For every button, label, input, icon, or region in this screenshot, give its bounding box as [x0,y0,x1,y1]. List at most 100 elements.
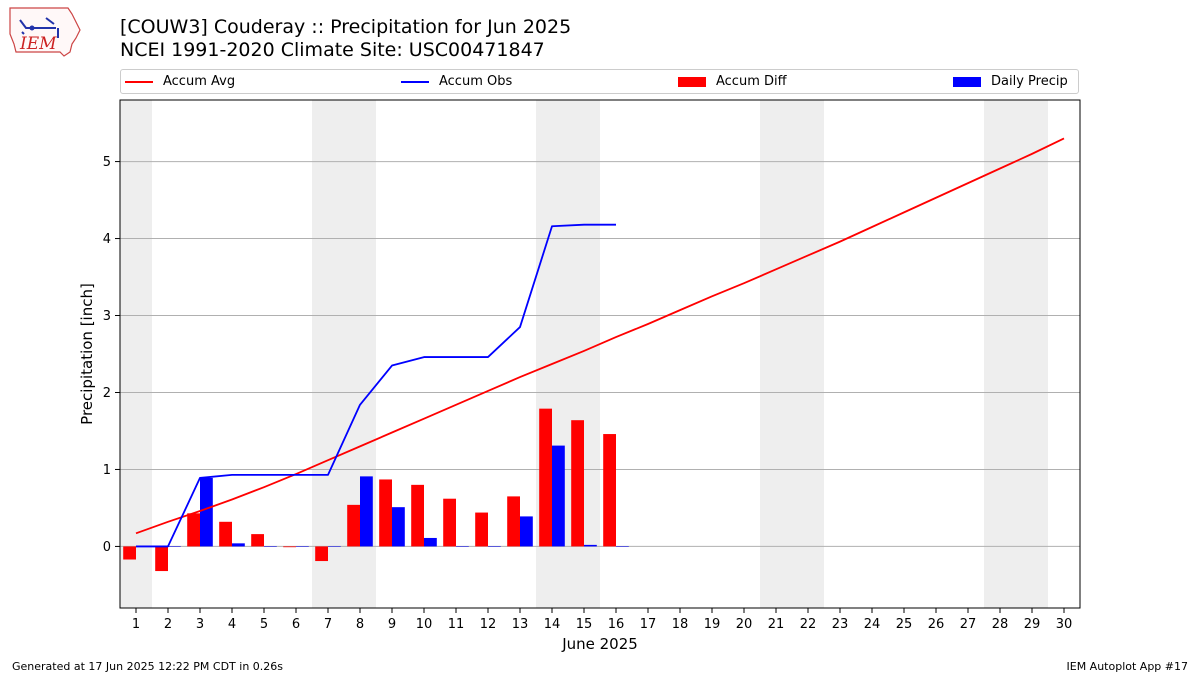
x-tick-label-11: 11 [448,617,465,632]
y-tick-label-5: 5 [103,155,111,170]
legend-label-accum-diff: Accum Diff [716,74,787,89]
x-tick-label-2: 2 [164,617,172,632]
daily-precip-bar-day-16 [616,546,629,547]
accum-avg-line [135,137,1065,535]
legend-item-accum-diff: Accum Diff [678,70,787,93]
accum-diff-bar-day-4 [219,521,232,547]
accum-diff-bar-day-15 [571,420,584,547]
generated-timestamp: Generated at 17 Jun 2025 12:22 PM CDT in… [12,660,284,673]
lines [135,137,1065,548]
legend-label-daily-precip: Daily Precip [991,74,1068,89]
station-dot-icon [29,25,35,31]
daily-precip-bar-day-8 [360,476,373,547]
daily-precip-bar-day-1 [136,546,149,547]
x-tick-label-26: 26 [928,617,945,632]
y-tick-label-1: 1 [103,463,111,478]
accum-diff-bar-day-11 [443,498,456,547]
daily-precip-bar-day-2 [168,546,181,547]
legend-item-accum-obs: Accum Obs [401,70,512,93]
logo-text: IEM [19,34,57,54]
x-tick-label-10: 10 [416,617,433,632]
x-axis-label: June 2025 [561,635,638,653]
accum-diff-bar-day-16 [603,434,616,547]
x-tick-label-8: 8 [356,617,364,632]
daily-precip-bar-day-12 [488,546,501,547]
x-tick-label-28: 28 [992,617,1009,632]
daily-precip-bar-day-10 [424,537,437,547]
accum-diff-bar-day-8 [347,504,360,547]
weekend-band-day-28 [984,100,1016,608]
x-tick-label-23: 23 [832,617,849,632]
accum-diff-bar-day-10 [411,484,424,547]
weather-station-icon [19,17,59,38]
legend-swatch-accum-obs [401,80,429,83]
legend-swatch-accum-diff [678,76,706,87]
x-tick-label-30: 30 [1056,617,1073,632]
x-tick-label-22: 22 [800,617,817,632]
x-tick-label-20: 20 [736,617,753,632]
weekend-band-day-15 [568,100,600,608]
x-tick-label-19: 19 [704,617,721,632]
x-tick-label-18: 18 [672,617,689,632]
weekend-band-day-14 [536,100,568,608]
y-grid [120,161,1080,547]
accum-diff-bar-day-5 [251,534,264,547]
x-tick-label-16: 16 [608,617,625,632]
y-tick-label-3: 3 [103,309,111,324]
x-tick-label-29: 29 [1024,617,1041,632]
y-tick-label-0: 0 [103,540,111,555]
iem-logo: IEM [9,7,81,57]
x-tick-label-17: 17 [640,617,657,632]
x-tick-label-14: 14 [544,617,561,632]
daily-precip-bar-day-13 [520,516,533,547]
weekend-band-day-29 [1016,100,1048,608]
legend-label-accum-avg: Accum Avg [163,74,236,89]
x-tick-label-13: 13 [512,617,529,632]
accum-diff-bar-day-2 [155,546,168,572]
daily-precip-bar-day-15 [584,544,597,547]
x-tick-label-4: 4 [228,617,236,632]
chart-subtitle: NCEI 1991-2020 Climate Site: USC00471847 [120,39,545,61]
legend-item-accum-avg: Accum Avg [125,70,235,93]
weekend-band-day-7 [312,100,344,608]
accum-diff-bar-day-3 [187,513,200,547]
app-credit: IEM Autoplot App #17 [1066,660,1189,673]
x-tick-label-24: 24 [864,617,881,632]
x-tick-label-9: 9 [388,617,396,632]
weekend-shading [120,100,1048,608]
iowa-state-outline-icon [9,7,81,57]
daily-precip-bar-day-4 [232,543,245,547]
daily-precip-bar-day-6 [296,546,309,547]
accum-diff-bar-day-12 [475,512,488,547]
y-tick-label-2: 2 [103,386,111,401]
x-tick-label-7: 7 [324,617,332,632]
daily-precip-bar-day-3 [200,477,213,547]
x-axis-ticks: 1 2 3 4 5 6 7 8 9 10 11 12 13 14 15 16 17 18 19 20 21 22 23 24 2… [132,608,1072,632]
accum-diff-bar-day-9 [379,479,392,547]
daily-precip-bar-day-11 [456,546,469,547]
daily-precip-bar-day-9 [392,507,405,547]
accum-diff-bar-day-7 [315,546,328,562]
y-axis-label: Precipitation [inch] [78,283,96,425]
x-tick-label-25: 25 [896,617,913,632]
accum-diff-bar-day-1 [123,546,136,560]
x-tick-label-3: 3 [196,617,204,632]
chart-title: [COUW3] Couderay :: Precipitation for Ju… [120,16,572,38]
daily-precip-bar-day-5 [264,546,277,547]
legend-item-daily-precip: Daily Precip [953,70,1068,93]
x-tick-label-1: 1 [132,617,140,632]
accum-diff-bar-day-14 [539,408,552,547]
accum-diff-bar-day-6 [283,546,296,548]
daily-precip-bar-day-14 [552,445,565,547]
legend-swatch-accum-avg [125,80,153,83]
chart-legend: Accum Avg Accum Obs Accum Diff Daily Pre… [120,69,1079,94]
accum-diff-bar-day-13 [507,496,520,547]
plot-frame [119,99,1081,609]
y-axis-ticks: 0 1 2 3 4 5 [103,155,120,555]
daily-precip-bar-day-7 [328,546,341,547]
x-tick-label-15: 15 [576,617,593,632]
y-tick-label-4: 4 [103,232,111,247]
weekend-band-day-21 [760,100,792,608]
accum-obs-line [136,223,616,548]
